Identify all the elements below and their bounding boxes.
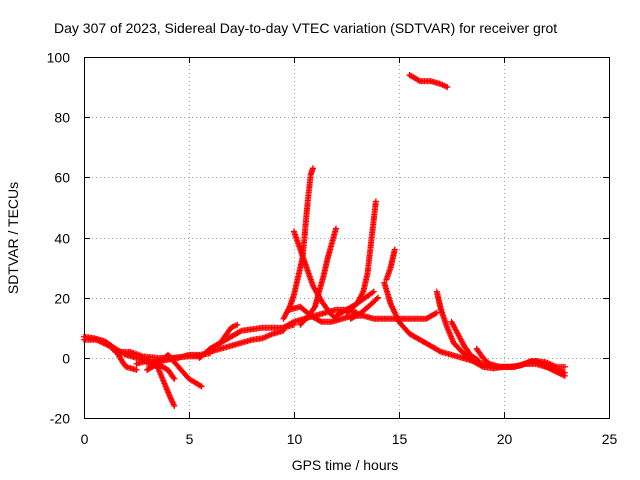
data-point (198, 383, 205, 390)
x-tick-labels: 0 5 10 15 20 25 (81, 431, 618, 447)
chart-title: Day 307 of 2023, Sidereal Day-to-day VTE… (54, 20, 557, 36)
y-tick-label: 20 (54, 291, 70, 307)
series-arc-9 (217, 321, 241, 346)
data-point (309, 165, 316, 172)
data-point (433, 309, 440, 316)
data-point (415, 77, 422, 84)
series-arc-23 (473, 345, 568, 379)
data-point (333, 225, 339, 232)
data-point (170, 374, 177, 381)
series-arc-13 (297, 225, 339, 328)
y-tick-label: 80 (54, 110, 70, 126)
x-tick-label: 15 (392, 431, 408, 447)
series-arc-16 (343, 288, 377, 316)
data-point (171, 402, 178, 409)
y-tick-labels: -20 0 20 40 60 80 100 (47, 50, 71, 427)
data-point (444, 84, 451, 91)
x-tick-label: 20 (497, 431, 513, 447)
series-arc-8 (207, 327, 287, 355)
y-tick-label: 60 (54, 170, 70, 186)
data-point (436, 348, 443, 355)
series-arc-14 (286, 303, 440, 325)
data-point (391, 246, 398, 253)
data-point (237, 328, 244, 335)
series-arc-18 (383, 246, 398, 283)
data-point (372, 198, 379, 205)
data-point (478, 363, 485, 370)
data-point (289, 319, 296, 326)
data-point (432, 310, 439, 317)
data-point (316, 317, 323, 324)
data-point (375, 294, 381, 301)
data-point (171, 375, 178, 382)
x-tick-label: 25 (602, 431, 618, 447)
data-point (475, 357, 482, 364)
x-tick-label: 10 (287, 431, 303, 447)
data-point (311, 304, 318, 311)
series-arc-17 (347, 294, 381, 322)
series-arc-22 (448, 318, 482, 364)
y-tick-label: 100 (47, 50, 71, 66)
x-tick-label: 0 (81, 431, 89, 447)
data-point (373, 295, 380, 302)
data-point (234, 321, 241, 328)
series-arc-6 (144, 350, 213, 367)
y-tick-label: -20 (50, 411, 70, 427)
data-point (561, 372, 568, 379)
series-arc-20 (406, 72, 451, 91)
data-point (561, 363, 568, 370)
x-tick-label: 5 (186, 431, 194, 447)
x-axis-label: GPS time / hours (292, 457, 399, 473)
data-points (81, 72, 568, 409)
data-point (133, 366, 140, 373)
y-axis-label: SDTVAR / TECUs (5, 182, 21, 294)
y-tick-label: 0 (62, 351, 70, 367)
axis-ticks (84, 57, 610, 419)
data-point (370, 288, 377, 295)
y-tick-label: 40 (54, 231, 70, 247)
